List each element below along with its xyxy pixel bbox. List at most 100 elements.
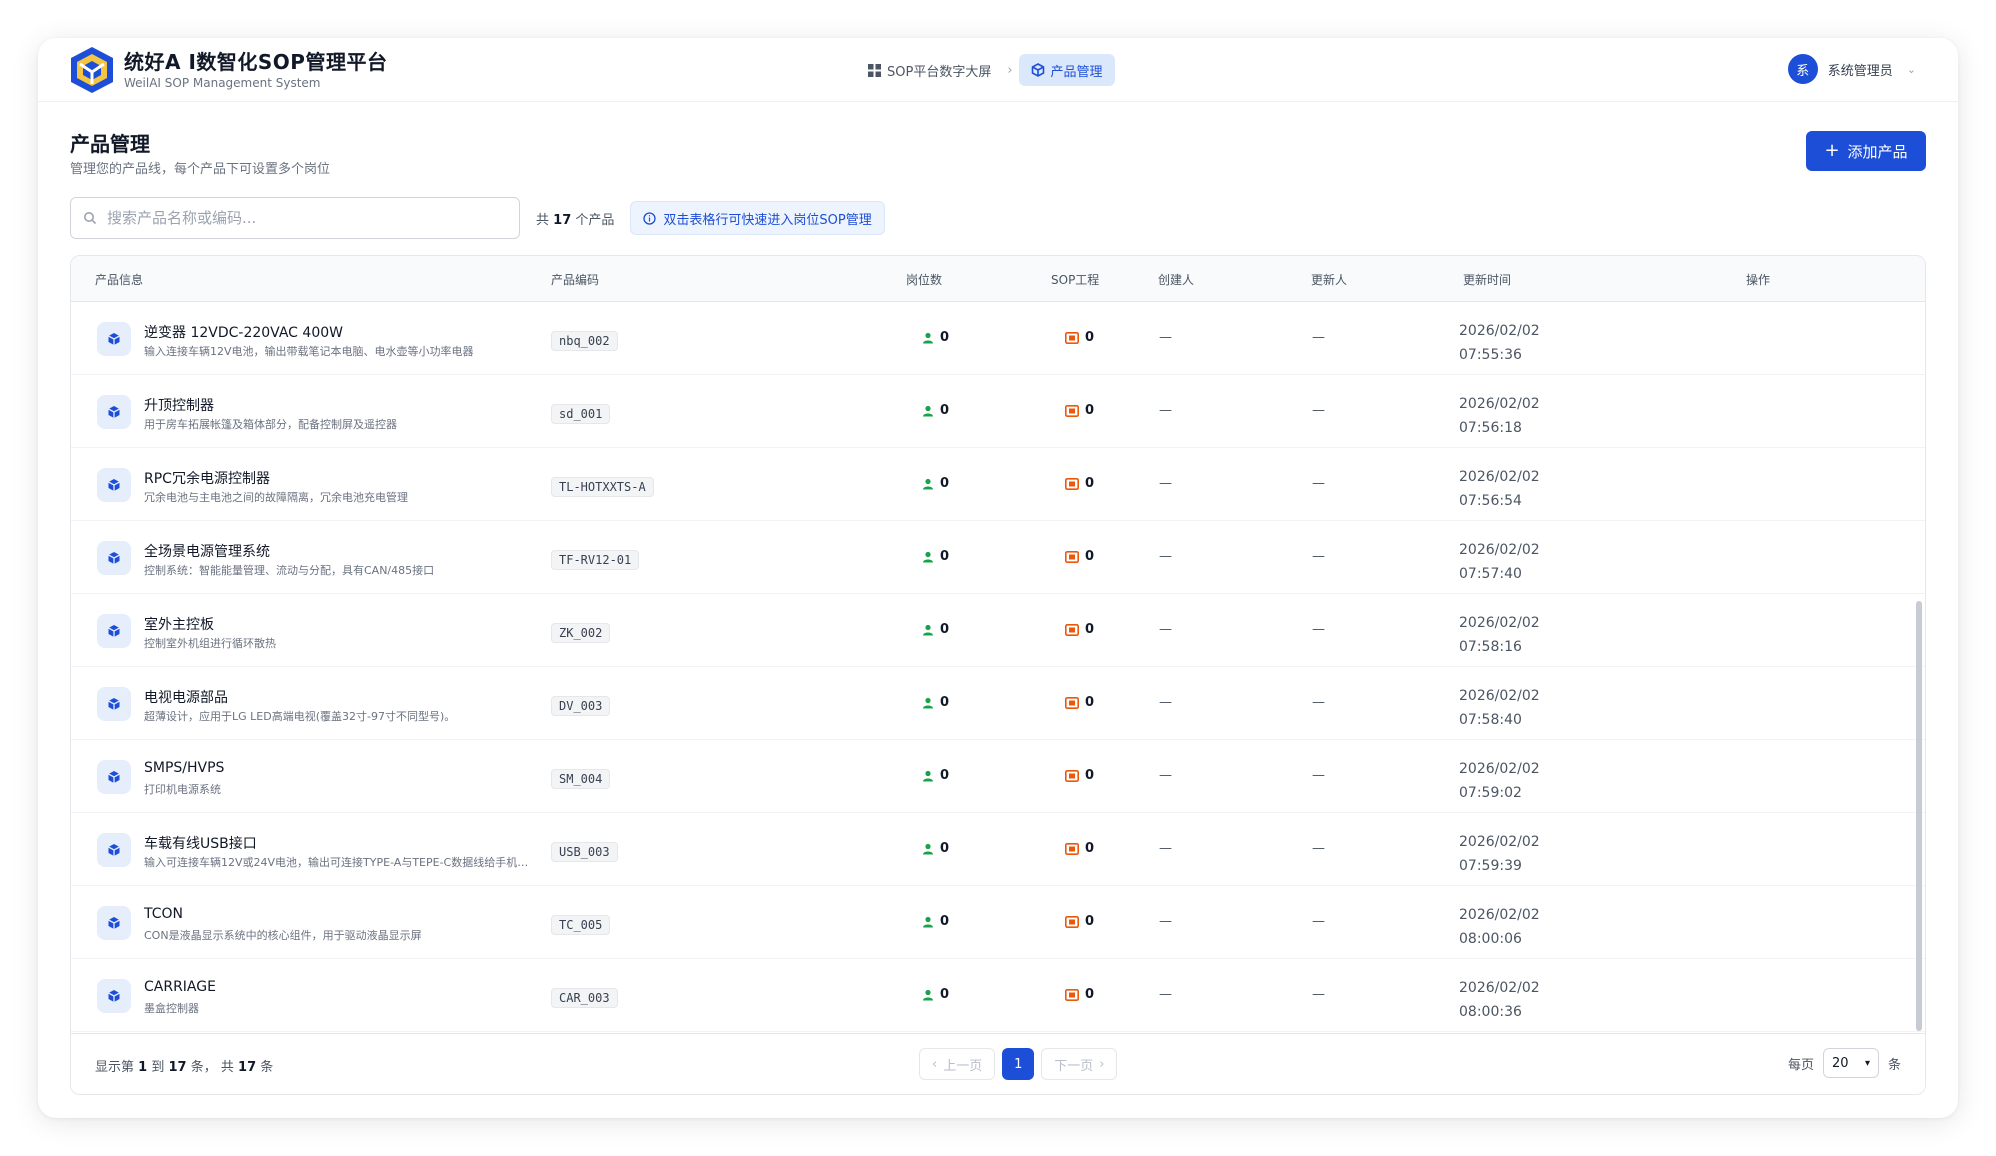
product-code: TL-HOTXXTS-A [551,477,654,497]
breadcrumb-item-products[interactable]: 产品管理 [1018,54,1115,86]
products-table: 产品信息 产品编码 岗位数 SOP工程 创建人 更新人 更新时间 操作 逆变器 … [70,255,1926,1095]
table-row[interactable]: SMPS/HVPS 打印机电源系统 SM_004 0 0 — — 2026/02/02 07:5… [71,740,1925,813]
updated-date: 2026/02/02 [1459,542,1540,558]
total-prefix: 共 [220,1060,234,1075]
sop-value: 0 [1085,841,1095,856]
updated-time: 08:00:36 [1459,1004,1522,1020]
sop-count: 0 [1065,695,1094,710]
updater: — [1312,330,1325,345]
count-suffix: 个产品 [575,212,615,228]
positions-count: 0 [922,549,949,564]
person-icon [922,770,934,782]
updated-time: 08:00:06 [1459,931,1522,947]
positions-value: 0 [940,476,950,491]
table-row[interactable]: 电视电源部品 超薄设计，应用于LG LED高端电视(覆盖32寸-97寸不同型号)。… [71,667,1925,740]
table-header: 产品信息 产品编码 岗位数 SOP工程 创建人 更新人 更新时间 操作 [71,256,1925,302]
positions-count: 0 [922,403,949,418]
prev-page-button[interactable]: ‹ 上一页 [919,1048,996,1080]
person-icon [922,697,934,709]
brand[interactable]: 统好A I数智化SOP管理平台 WeilAI SOP Management Sy… [66,44,387,96]
creator: — [1159,330,1172,345]
updated-at: 2026/02/02 07:56:54 [1459,465,1540,513]
product-cube-icon [97,979,131,1013]
sop-value: 0 [1085,768,1095,783]
creator: — [1159,841,1172,856]
add-product-button[interactable]: + 添加产品 [1806,131,1926,171]
page-size-select[interactable]: 20 ▾ [1822,1048,1879,1078]
product-cube-icon [97,833,131,867]
product-code: DV_003 [551,696,611,716]
sop-count: 0 [1065,987,1094,1002]
table-row[interactable]: 升顶控制器 用于房车拓展帐篷及箱体部分，配备控制屏及遥控器 sd_001 0 0 — — 20… [71,375,1925,448]
search-box[interactable] [70,197,520,239]
product-code: TC_005 [551,915,611,935]
range-to: 17 [168,1060,187,1075]
product-code: nbq_002 [551,331,618,351]
user-menu[interactable]: 系 系统管理员 ⌄ [1787,54,1916,84]
prev-label: 上一页 [943,1058,983,1074]
column-header-code: 产品编码 [551,273,600,287]
product-code: CAR_003 [551,988,618,1008]
person-icon [922,843,934,855]
updated-date: 2026/02/02 [1459,469,1540,485]
updated-date: 2026/02/02 [1459,907,1540,923]
updated-at: 2026/02/02 07:55:36 [1459,319,1540,367]
search-input[interactable] [107,209,507,227]
search-icon [83,211,97,225]
sop-count: 0 [1065,403,1094,418]
updater: — [1312,403,1325,418]
table-row[interactable]: TCON CON是液晶显示系统中的核心组件，用于驱动液晶显示屏 TC_005 0 0 — —… [71,886,1925,959]
positions-count: 0 [922,330,949,345]
updater: — [1312,841,1325,856]
updated-time: 07:58:16 [1459,639,1522,655]
table-row[interactable]: 逆变器 12VDC-220VAC 400W 输入连接车辆12V电池，输出带载笔记本… [71,302,1925,375]
product-code: ZK_002 [551,623,611,643]
creator: — [1159,403,1172,418]
table-row[interactable]: 全场景电源管理系统 控制系统：智能能量管理、流动与分配，具有CAN/485接口 TF… [71,521,1925,594]
hint-badge: 双击表格行可快速进入岗位SOP管理 [630,201,885,235]
product-name: 电视电源部品 [144,690,228,706]
sop-value: 0 [1085,914,1095,929]
product-name: TCON [144,906,183,922]
creator: — [1159,622,1172,637]
product-code: TF-RV12-01 [551,550,640,570]
updated-at: 2026/02/02 07:59:02 [1459,757,1540,805]
product-description: 控制系统：智能能量管理、流动与分配，具有CAN/485接口 [144,564,435,577]
chevron-down-icon: ⌄ [1906,62,1916,76]
breadcrumb-label: 产品管理 [1050,64,1103,80]
sop-value: 0 [1085,403,1095,418]
person-icon [922,989,934,1001]
breadcrumb-item-dashboard[interactable]: SOP平台数字大屏 [858,54,1001,86]
count-value: 17 [553,212,572,228]
product-description: 控制室外机组进行循环散热 [144,637,276,650]
sop-icon [1065,696,1079,709]
chevron-right-icon: › [1099,1056,1105,1072]
updated-at: 2026/02/02 07:56:18 [1459,392,1540,440]
sop-count: 0 [1065,549,1094,564]
table-row[interactable]: 室外主控板 控制室外机组进行循环散热 ZK_002 0 0 — — 2026/02/02 07:… [71,594,1925,667]
breadcrumb-label: SOP平台数字大屏 [887,64,992,80]
sop-value: 0 [1085,549,1095,564]
product-description: 墨盒控制器 [144,1002,199,1015]
creator: — [1159,695,1172,710]
next-page-button[interactable]: 下一页 › [1041,1048,1118,1080]
product-description: 输入可连接车辆12V或24V电池，输出可连接TYPE-A与TEPE-C数据线给手… [144,856,536,869]
pagination-summary: 显示第 1 到 17 条， 共 17 条 [95,1056,273,1075]
updated-at: 2026/02/02 07:59:39 [1459,830,1540,878]
product-name: 室外主控板 [144,617,214,633]
updated-date: 2026/02/02 [1459,323,1540,339]
person-icon [922,916,934,928]
updated-time: 07:55:36 [1459,347,1522,363]
positions-count: 0 [922,622,949,637]
scrollbar-thumb[interactable] [1916,601,1922,1031]
table-row[interactable]: 车载有线USB接口 输入可连接车辆12V或24V电池，输出可连接TYPE-A与TE… [71,813,1925,886]
range-prefix: 显示第 [95,1060,135,1075]
creator: — [1159,476,1172,491]
page-number-button[interactable]: 1 [1002,1048,1035,1080]
breadcrumb: SOP平台数字大屏 › 产品管理 [858,54,1115,86]
product-cube-icon [97,541,131,575]
product-cube-icon [97,906,131,940]
table-row[interactable]: RPC冗余电源控制器 冗余电池与主电池之间的故障隔离，冗余电池充电管理 TL-HOT… [71,448,1925,521]
table-row[interactable]: CARRIAGE 墨盒控制器 CAR_003 0 0 — — 2026/02/02 08:00:… [71,959,1925,1032]
column-header-sop: SOP工程 [1051,273,1100,287]
